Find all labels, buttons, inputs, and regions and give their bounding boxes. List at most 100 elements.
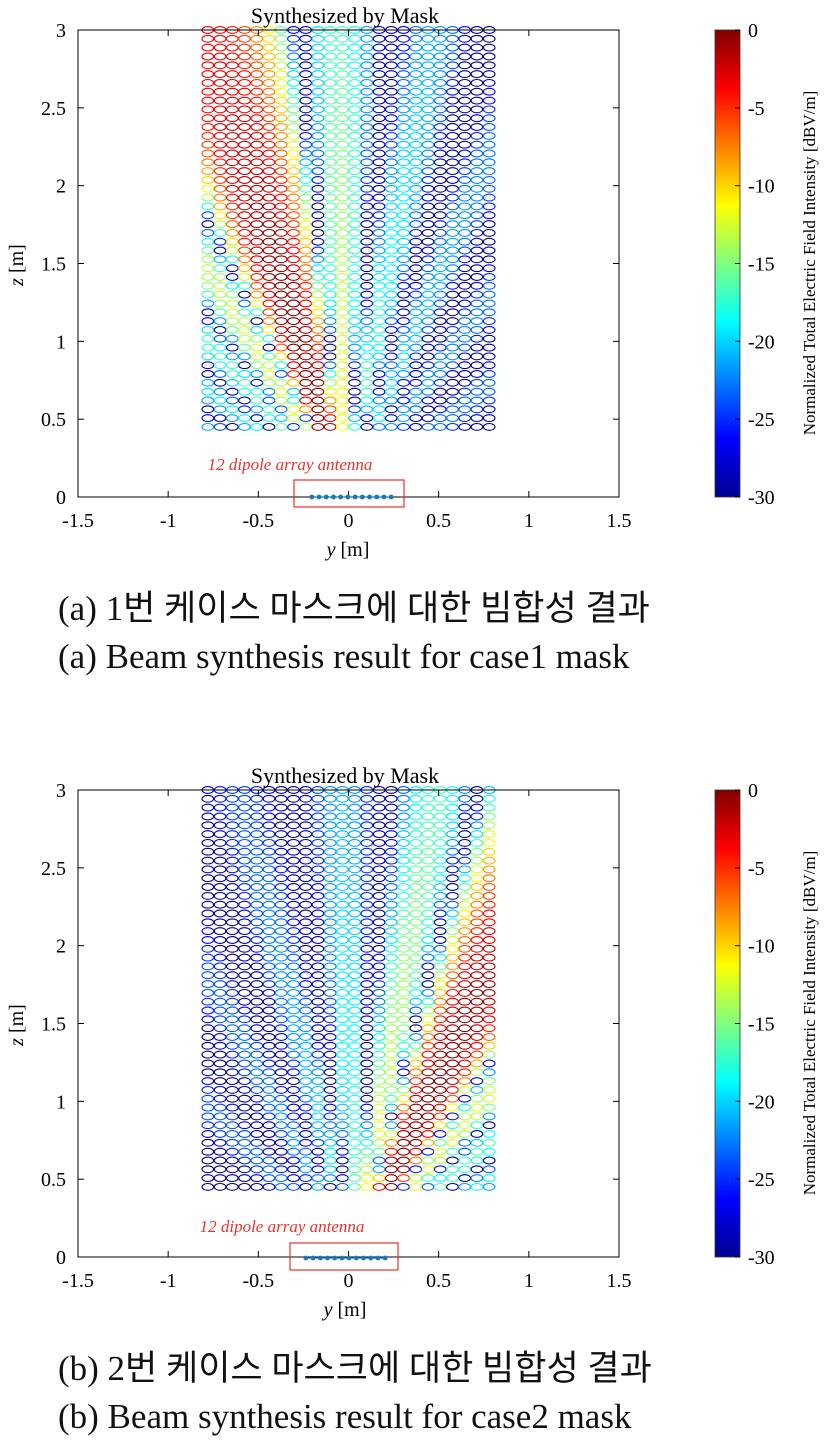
field-sample-point bbox=[262, 114, 276, 123]
field-sample-point bbox=[433, 405, 447, 414]
field-sample-point bbox=[274, 830, 288, 839]
field-sample-point bbox=[238, 1033, 251, 1041]
field-sample-point bbox=[262, 1182, 276, 1191]
colorbar-tick-label: -5 bbox=[748, 98, 765, 120]
field-sample-point bbox=[323, 308, 337, 317]
field-sample-point bbox=[360, 43, 374, 52]
field-sample-point bbox=[409, 422, 423, 431]
y-axis-ticks: 00.511.522.53 bbox=[41, 20, 619, 509]
field-sample-point bbox=[482, 1059, 496, 1068]
field-sample-point bbox=[323, 96, 337, 105]
field-sample-point bbox=[225, 114, 239, 123]
field-sample-point bbox=[336, 246, 349, 255]
field-sample-point bbox=[238, 220, 251, 229]
field-sample-point bbox=[458, 343, 472, 352]
field-sample-point bbox=[250, 52, 264, 61]
field-sample-point bbox=[311, 281, 325, 290]
field-sample-point bbox=[470, 936, 484, 944]
field-sample-point bbox=[201, 1068, 215, 1077]
field-sample-point bbox=[470, 334, 484, 343]
field-sample-point bbox=[323, 1174, 337, 1183]
field-sample-point bbox=[323, 396, 337, 405]
field-sample-point bbox=[287, 847, 300, 856]
field-sample-point bbox=[201, 352, 215, 361]
field-sample-point bbox=[201, 237, 215, 246]
field-sample-point bbox=[348, 334, 361, 343]
field-sample-point bbox=[372, 1112, 386, 1121]
field-sample-point bbox=[348, 123, 361, 131]
field-sample-point bbox=[409, 228, 423, 237]
field-sample-point bbox=[384, 1112, 398, 1121]
field-sample-point bbox=[482, 131, 496, 140]
field-sample-point bbox=[360, 980, 374, 989]
field-sample-point bbox=[458, 1006, 472, 1015]
field-sample-point bbox=[274, 228, 288, 237]
field-sample-point bbox=[482, 883, 496, 891]
field-sample-point bbox=[409, 202, 423, 211]
field-sample-point bbox=[336, 158, 349, 167]
field-sample-point bbox=[446, 1024, 459, 1033]
field-sample-point bbox=[287, 900, 300, 909]
field-sample-point bbox=[397, 1121, 410, 1130]
field-sample-point bbox=[336, 1094, 349, 1103]
field-sample-point bbox=[262, 838, 276, 847]
field-sample-point bbox=[470, 405, 484, 414]
field-sample-point bbox=[336, 273, 349, 281]
field-sample-point bbox=[311, 1121, 325, 1130]
field-sample-point bbox=[274, 290, 288, 299]
field-sample-point bbox=[201, 396, 215, 405]
field-sample-point bbox=[360, 343, 374, 352]
field-sample-point bbox=[238, 1006, 251, 1015]
field-sample-point bbox=[348, 237, 361, 246]
field-sample-point bbox=[397, 105, 410, 114]
field-sample-point bbox=[213, 422, 227, 431]
field-sample-point bbox=[360, 1112, 374, 1121]
field-sample-point bbox=[238, 158, 251, 167]
field-sample-point bbox=[482, 61, 496, 70]
field-sample-point bbox=[482, 980, 496, 989]
field-sample-point bbox=[433, 167, 447, 176]
field-sample-point bbox=[287, 405, 300, 414]
field-sample-point bbox=[213, 936, 227, 944]
field-sample-point bbox=[446, 838, 459, 847]
field-sample-point bbox=[299, 290, 313, 299]
field-sample-point bbox=[458, 988, 472, 997]
field-sample-point bbox=[262, 228, 276, 237]
field-sample-point bbox=[299, 361, 313, 370]
field-sample-point bbox=[470, 131, 484, 140]
field-sample-point bbox=[299, 158, 313, 167]
field-sample-point bbox=[470, 980, 484, 989]
x-axis-ticks: -1.5 -1 -0.5 0 0.5 1 1.5 bbox=[62, 30, 632, 532]
field-sample-point bbox=[372, 114, 386, 123]
field-sample-point bbox=[384, 1077, 398, 1086]
field-sample-point bbox=[311, 1077, 325, 1086]
field-sample-point bbox=[323, 193, 337, 202]
field-sample-point bbox=[421, 34, 435, 43]
field-sample-point bbox=[250, 149, 264, 158]
field-sample-point bbox=[274, 52, 288, 61]
field-sample-point bbox=[421, 317, 435, 326]
field-sample-point bbox=[336, 167, 349, 176]
field-sample-point bbox=[323, 1112, 337, 1121]
field-sample-point bbox=[470, 1130, 484, 1138]
field-sample-point bbox=[433, 414, 447, 423]
field-sample-point bbox=[433, 87, 447, 96]
field-sample-point bbox=[384, 237, 398, 246]
field-sample-point bbox=[299, 140, 313, 149]
field-sample-point bbox=[274, 422, 288, 431]
field-sample-point bbox=[360, 856, 374, 865]
field-sample-point bbox=[336, 123, 349, 131]
field-sample-point bbox=[299, 847, 313, 856]
field-sample-point bbox=[348, 1085, 361, 1094]
field-sample-point bbox=[201, 1103, 215, 1112]
field-sample-point bbox=[482, 228, 496, 237]
field-sample-point bbox=[274, 1103, 288, 1112]
field-sample-point bbox=[458, 918, 472, 927]
field-sample-point bbox=[433, 325, 447, 334]
field-sample-point bbox=[299, 1121, 313, 1130]
field-sample-point bbox=[372, 874, 386, 883]
field-sample-point bbox=[470, 1156, 484, 1165]
field-sample-point bbox=[323, 936, 337, 944]
field-sample-point bbox=[323, 176, 337, 184]
field-sample-point bbox=[201, 317, 215, 326]
